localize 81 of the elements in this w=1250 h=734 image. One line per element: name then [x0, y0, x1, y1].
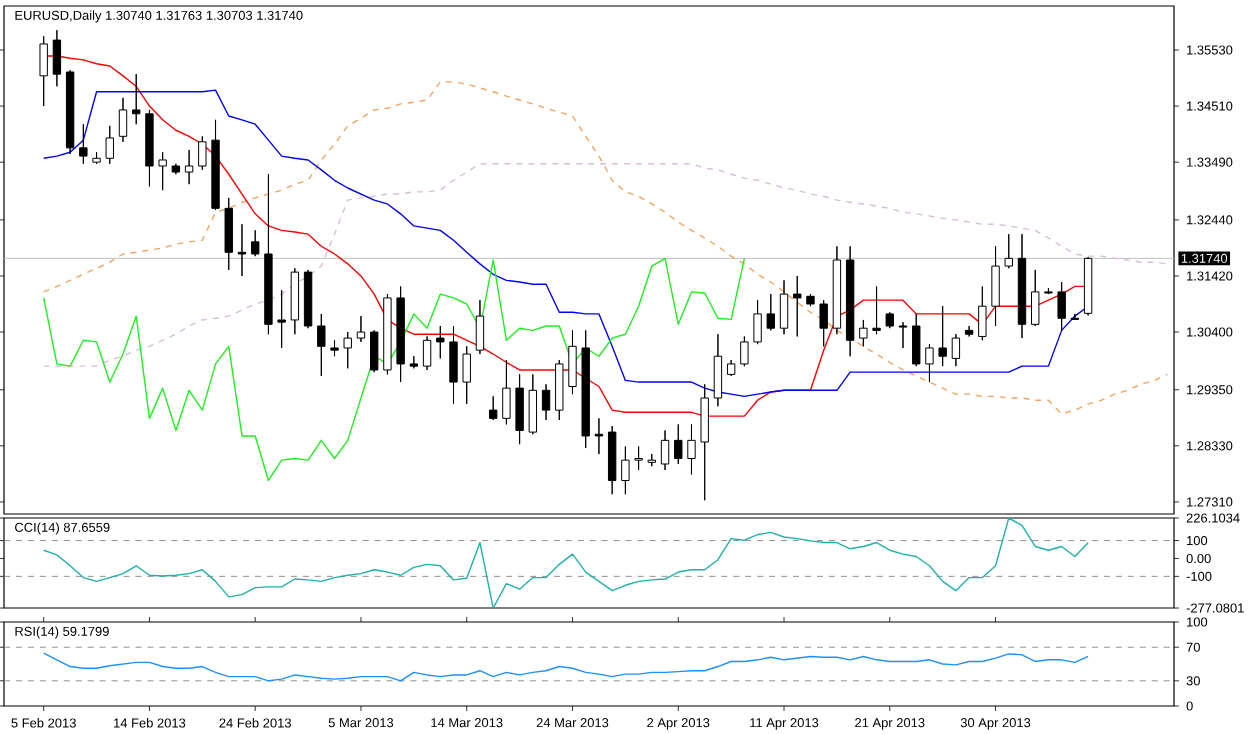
candlestick	[251, 229, 260, 257]
candlestick	[951, 333, 961, 367]
candlestick	[436, 325, 445, 359]
candlestick	[224, 197, 233, 271]
candlestick	[1017, 233, 1027, 339]
candlestick	[594, 417, 604, 455]
candlestick	[555, 359, 564, 421]
candlestick	[356, 315, 366, 343]
candlestick	[184, 149, 194, 185]
candlestick	[991, 245, 1000, 327]
candlestick	[859, 319, 868, 347]
candlestick	[92, 151, 101, 165]
candlestick	[79, 123, 88, 165]
candlestick	[793, 275, 802, 337]
candlestick	[502, 359, 511, 425]
candlestick	[237, 223, 247, 277]
candlestick	[832, 245, 842, 335]
candlestick	[369, 329, 379, 373]
candlestick	[409, 355, 419, 369]
candlestick	[211, 119, 220, 211]
candlestick	[132, 73, 141, 125]
candlestick	[938, 305, 947, 367]
candlestick	[65, 69, 75, 155]
candlestick	[1044, 287, 1053, 295]
candlestick	[488, 395, 498, 421]
candlestick	[740, 335, 749, 367]
candlestick	[806, 293, 815, 307]
candlestick	[303, 269, 313, 329]
candlestick	[475, 299, 485, 355]
line-series	[42, 257, 746, 482]
candlestick	[515, 373, 524, 445]
candlestick	[528, 373, 538, 435]
candlestick	[317, 313, 326, 377]
candlestick	[277, 289, 286, 349]
candlestick	[396, 285, 405, 383]
candlestick	[581, 329, 590, 449]
candlestick	[687, 423, 696, 475]
candlestick	[118, 97, 128, 143]
candlestick	[885, 311, 894, 329]
candlestick	[145, 109, 154, 187]
candlestick	[978, 285, 987, 341]
candlestick	[158, 151, 167, 191]
candlestick	[607, 425, 617, 495]
candlestick	[343, 331, 352, 369]
candlestick	[198, 135, 207, 171]
candlestick	[290, 267, 300, 335]
candlestick	[383, 293, 392, 375]
candlestick	[766, 293, 775, 331]
candlestick	[1070, 313, 1080, 321]
candlestick	[925, 343, 934, 383]
candlestick	[1083, 256, 1093, 316]
candlestick	[462, 345, 471, 405]
candlestick	[1057, 281, 1066, 331]
candlestick	[753, 299, 762, 345]
candlestick	[964, 325, 974, 337]
candlestick	[660, 429, 670, 471]
candlestick	[568, 329, 577, 395]
candlestick	[330, 339, 339, 357]
candlestick	[634, 445, 643, 471]
candlestick	[39, 35, 48, 107]
candlestick	[171, 163, 181, 175]
candlestick	[52, 29, 62, 87]
candlestick	[912, 313, 921, 367]
candlestick	[1004, 233, 1013, 269]
candlestick	[674, 423, 683, 465]
candlestick	[898, 321, 908, 349]
candlestick	[647, 453, 657, 467]
candlestick	[872, 285, 881, 335]
candlestick	[779, 279, 789, 335]
candlestick	[713, 333, 723, 407]
candlestick	[449, 325, 458, 405]
candlestick	[264, 173, 273, 335]
candlestick	[621, 445, 630, 495]
candlestick	[700, 383, 709, 501]
candlestick	[726, 359, 736, 377]
candlestick	[819, 299, 828, 347]
candlestick	[1031, 269, 1040, 327]
candlestick	[541, 383, 551, 421]
candlestick	[845, 245, 855, 357]
candlestick	[105, 125, 114, 165]
candlestick	[422, 335, 432, 371]
